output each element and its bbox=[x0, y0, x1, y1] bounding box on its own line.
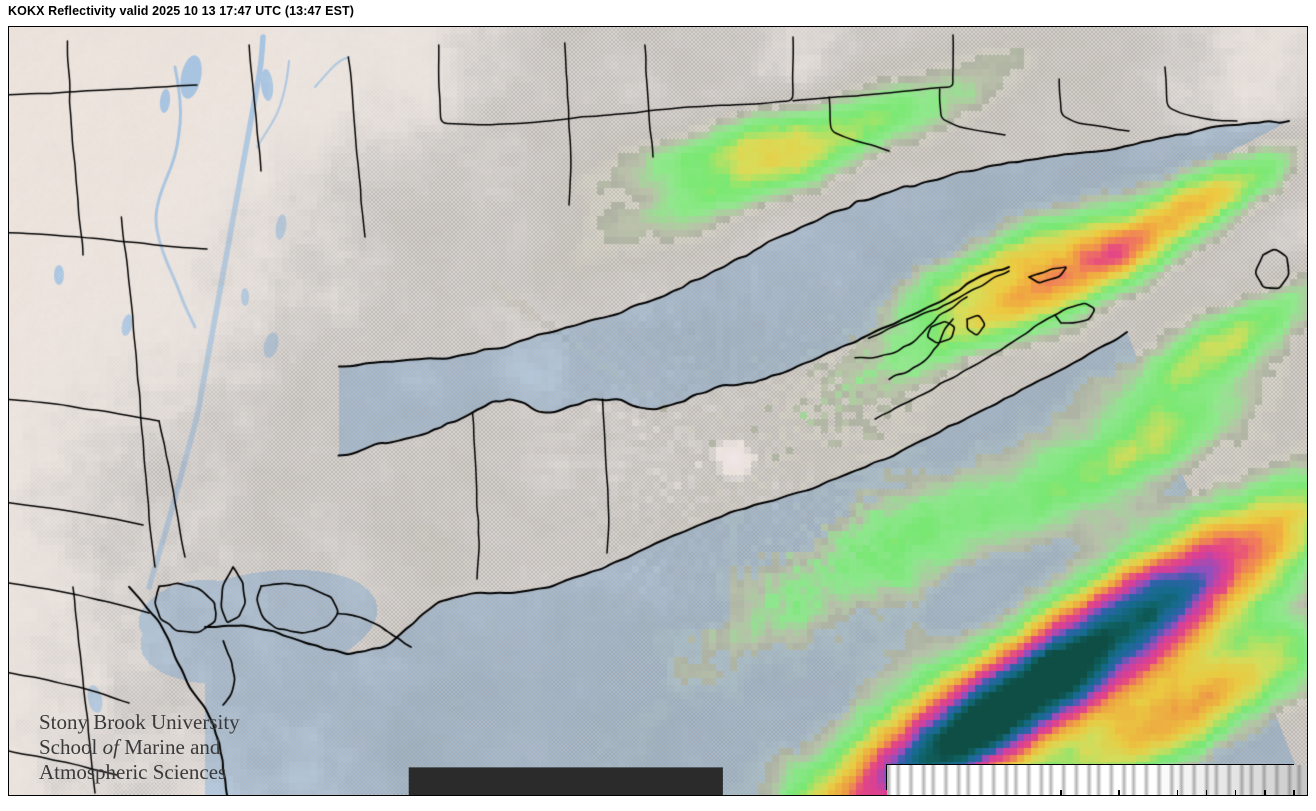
page-title: KOKX Reflectivity valid 2025 10 13 17:47… bbox=[8, 4, 355, 18]
colorbar[interactable] bbox=[886, 764, 1307, 795]
colorbar-tick-20 bbox=[1118, 790, 1120, 795]
colorbar-label-80: 80 bbox=[1286, 795, 1301, 796]
colorbar-gradient bbox=[887, 765, 1307, 795]
colorbar-label-40: 40 bbox=[1170, 795, 1185, 796]
colorbar-tick-0 bbox=[1060, 790, 1062, 795]
colorbar-label-0: 0 bbox=[1057, 795, 1065, 796]
colorbar-tick-60 bbox=[1235, 790, 1237, 795]
colorbar-label-50: 50 bbox=[1199, 795, 1214, 796]
colorbar-label-20: 20 bbox=[1112, 795, 1127, 796]
colorbar-tick-40 bbox=[1176, 790, 1179, 795]
colorbar-tick-80 bbox=[1293, 790, 1295, 795]
colorbar-tick-70 bbox=[1264, 790, 1266, 795]
radar-map[interactable]: Stony Brook University School of Marine … bbox=[8, 26, 1308, 796]
colorbar-ticks: 0204050607080 bbox=[886, 790, 1295, 796]
map-boundaries-layer bbox=[9, 27, 1307, 795]
colorbar-label-70: 70 bbox=[1257, 795, 1272, 796]
colorbar-label-60: 60 bbox=[1228, 795, 1243, 796]
colorbar-tick-50 bbox=[1205, 790, 1208, 795]
